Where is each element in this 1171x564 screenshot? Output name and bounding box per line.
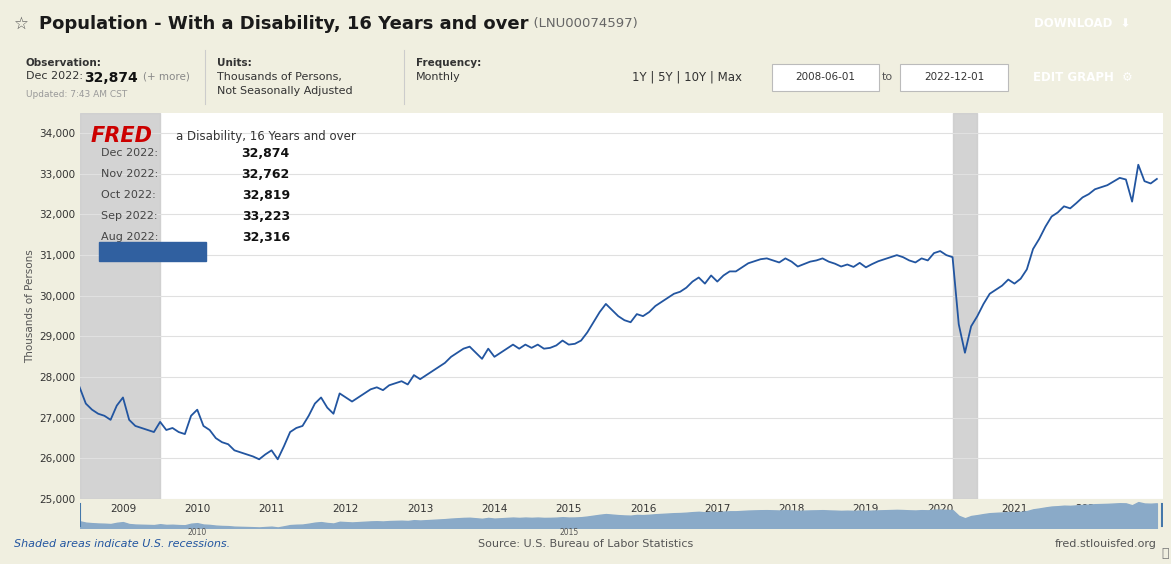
Text: Units:: Units: — [217, 58, 252, 68]
Text: Not Seasonally Adjusted: Not Seasonally Adjusted — [217, 86, 352, 96]
Bar — [80, 113, 160, 499]
Text: 32,874: 32,874 — [84, 71, 138, 85]
Text: Updated: 7:43 AM CST: Updated: 7:43 AM CST — [26, 90, 126, 99]
Text: DOWNLOAD  ⬇: DOWNLOAD ⬇ — [1034, 17, 1131, 30]
Text: Thousands of Persons,: Thousands of Persons, — [217, 73, 342, 82]
Text: FRED: FRED — [91, 126, 153, 146]
Text: Population - With a Disability, 16 Years and over: Population - With a Disability, 16 Years… — [39, 15, 528, 33]
Text: Oct 2022:: Oct 2022: — [101, 190, 156, 200]
Text: ⤢: ⤢ — [1162, 548, 1169, 561]
Text: Source: U.S. Bureau of Labor Statistics: Source: U.S. Bureau of Labor Statistics — [478, 539, 693, 549]
Text: 32,819: 32,819 — [241, 189, 290, 202]
Text: Observation:: Observation: — [26, 58, 102, 68]
Text: 33,223: 33,223 — [241, 210, 290, 223]
Text: fred.stlouisfed.org: fred.stlouisfed.org — [1055, 539, 1157, 549]
Text: Sep 2022:: Sep 2022: — [101, 212, 158, 221]
FancyBboxPatch shape — [100, 243, 206, 261]
Text: 2015: 2015 — [559, 528, 578, 537]
Text: View All: View All — [126, 245, 179, 258]
Bar — [80, 113, 1163, 129]
Text: (LNU00074597): (LNU00074597) — [525, 17, 637, 30]
Text: 2008-06-01: 2008-06-01 — [795, 72, 856, 82]
Text: Aug 2022:: Aug 2022: — [101, 232, 158, 242]
Text: Dec 2022:: Dec 2022: — [101, 148, 158, 158]
Text: 2022-12-01: 2022-12-01 — [924, 72, 985, 82]
Bar — [952, 113, 978, 499]
Text: EDIT GRAPH  ⚙: EDIT GRAPH ⚙ — [1033, 70, 1132, 84]
Text: 32,762: 32,762 — [241, 168, 290, 181]
Text: Shaded areas indicate U.S. recessions.: Shaded areas indicate U.S. recessions. — [14, 539, 231, 549]
Text: Monthly: Monthly — [416, 73, 460, 82]
FancyBboxPatch shape — [772, 64, 879, 91]
Text: to: to — [882, 72, 893, 82]
Text: 32,874: 32,874 — [241, 147, 290, 160]
Text: 2010: 2010 — [187, 528, 207, 537]
Y-axis label: Thousands of Persons: Thousands of Persons — [25, 249, 35, 363]
Text: Dec 2022:: Dec 2022: — [26, 71, 83, 81]
Text: 32,316: 32,316 — [241, 231, 290, 244]
Text: a Disability, 16 Years and over: a Disability, 16 Years and over — [176, 130, 356, 143]
Text: (+ more): (+ more) — [143, 71, 190, 81]
Text: ☆: ☆ — [14, 15, 29, 33]
FancyBboxPatch shape — [900, 64, 1008, 91]
Text: Nov 2022:: Nov 2022: — [101, 169, 158, 179]
Text: 1Y | 5Y | 10Y | Max: 1Y | 5Y | 10Y | Max — [632, 70, 742, 84]
Text: Frequency:: Frequency: — [416, 58, 481, 68]
